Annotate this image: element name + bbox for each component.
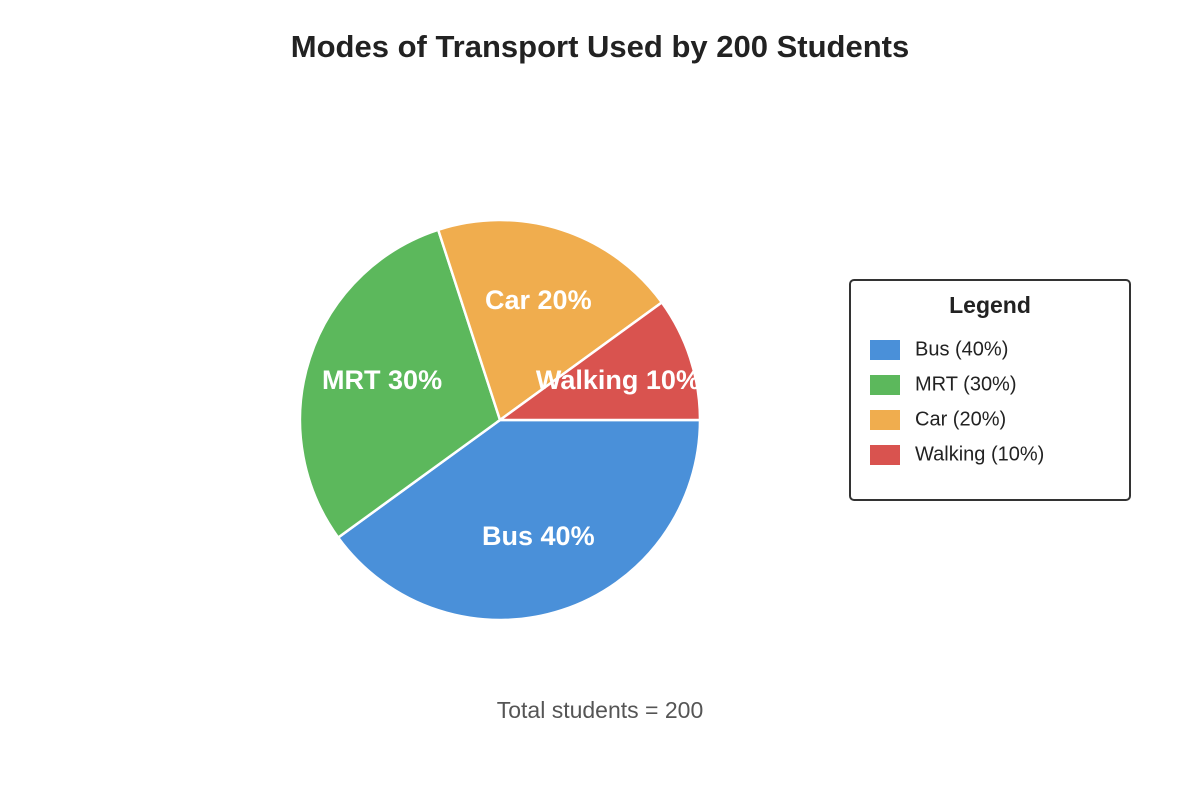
slice-label: MRT 30% (322, 365, 442, 395)
pie-slice (298, 228, 502, 540)
slice-label: Bus 40% (482, 521, 595, 551)
legend-swatch (870, 375, 900, 395)
legend-swatch (870, 445, 900, 465)
legend-box (849, 279, 1131, 501)
legend-label: Walking (10%) (915, 443, 1044, 465)
slice-label: Walking 10% (536, 365, 700, 395)
legend-swatch (870, 340, 900, 360)
caption: Total students = 200 (497, 697, 704, 723)
pie-slice (436, 218, 664, 423)
chart-title: Modes of Transport Used by 200 Students (291, 29, 909, 64)
legend-label: Bus (40%) (915, 338, 1008, 360)
pie-slice (336, 418, 702, 622)
legend-label: MRT (30%) (915, 373, 1017, 395)
pie-slice (496, 300, 702, 422)
legend-swatch (870, 410, 900, 430)
legend-label: Car (20%) (915, 408, 1006, 430)
legend-title: Legend (949, 292, 1031, 318)
slice-label: Car 20% (485, 285, 592, 315)
